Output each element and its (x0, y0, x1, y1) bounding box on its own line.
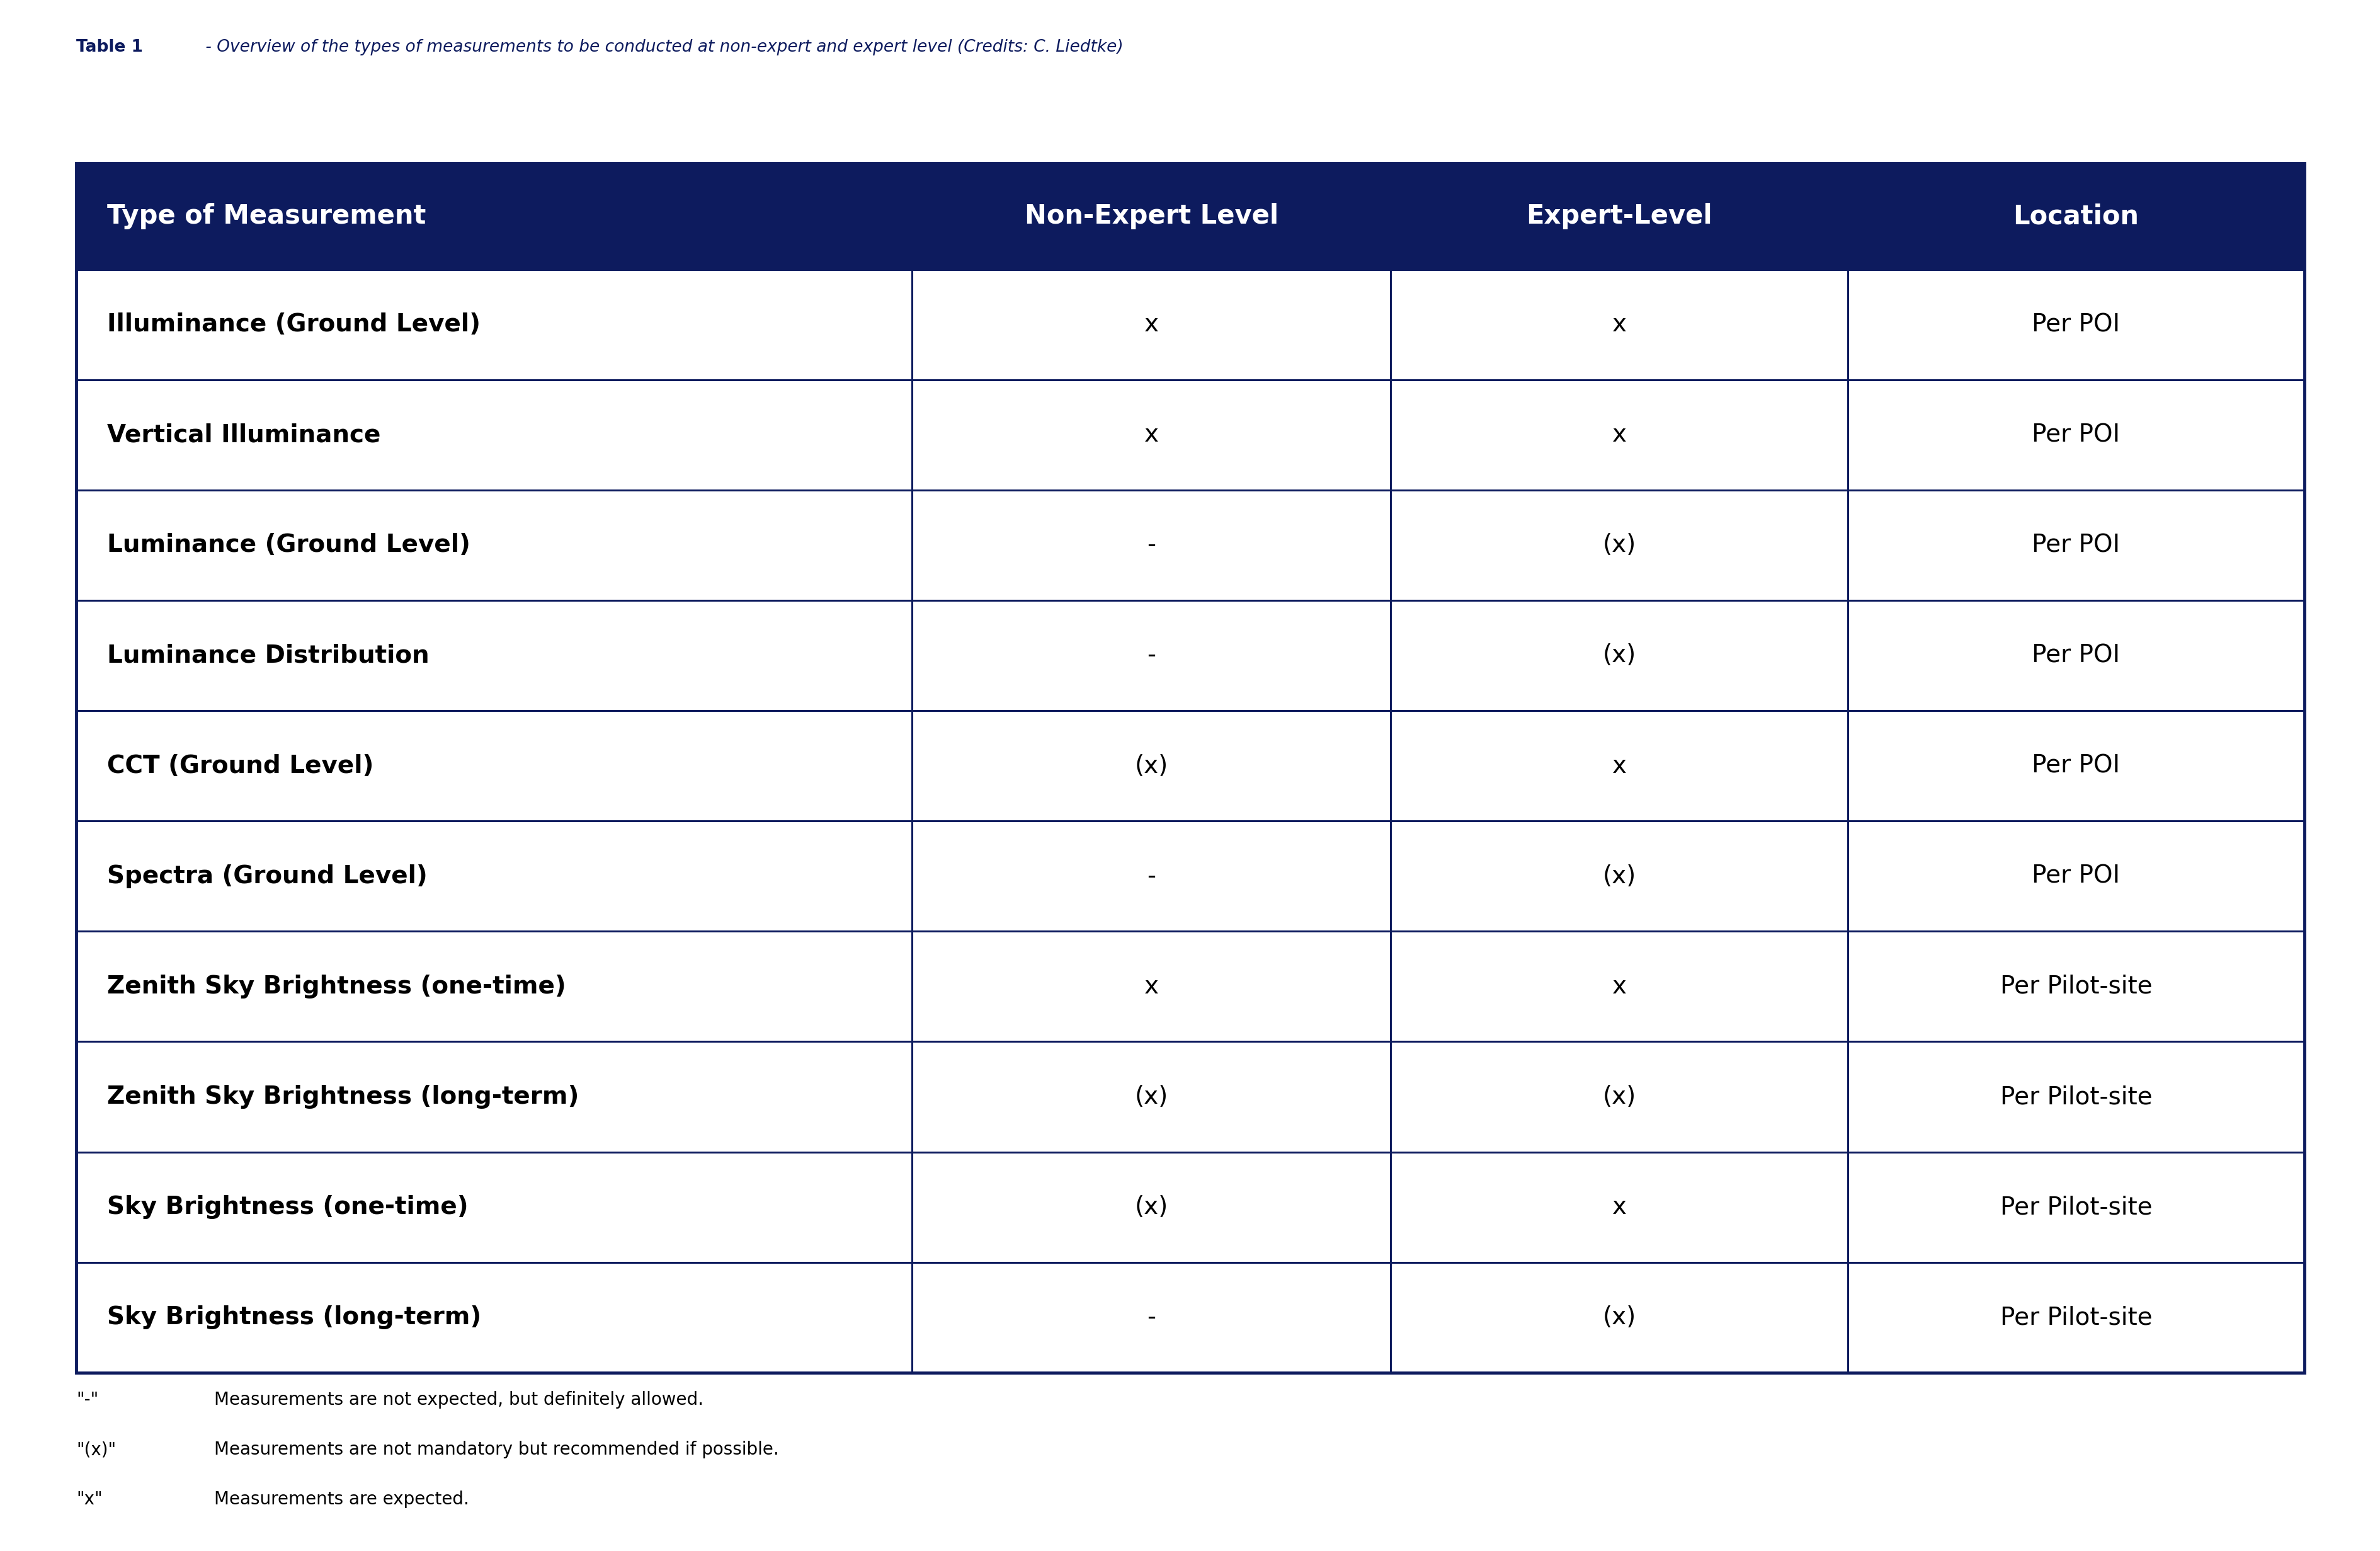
Text: Zenith Sky Brightness (long-term): Zenith Sky Brightness (long-term) (107, 1084, 578, 1109)
Text: "x": "x" (76, 1491, 102, 1508)
Text: Zenith Sky Brightness (one-time): Zenith Sky Brightness (one-time) (107, 974, 566, 999)
Bar (76, 600, 2304, 710)
Text: Non-Expert Level: Non-Expert Level (1023, 203, 1278, 230)
Text: Per Pilot-site: Per Pilot-site (1999, 974, 2152, 999)
Bar (76, 163, 2304, 1373)
Text: -: - (1147, 644, 1154, 667)
Text: Table 1: Table 1 (76, 39, 143, 56)
Text: Illuminance (Ground Level): Illuminance (Ground Level) (107, 312, 481, 337)
Text: x: x (1611, 754, 1626, 777)
Text: x: x (1145, 974, 1159, 999)
Text: Per Pilot-site: Per Pilot-site (1999, 1196, 2152, 1219)
Text: (x): (x) (1602, 864, 1635, 889)
Bar (76, 380, 2304, 490)
Bar (76, 1042, 2304, 1152)
Text: "-": "-" (76, 1391, 98, 1408)
Text: -: - (1147, 1306, 1154, 1329)
Text: (x): (x) (1135, 754, 1169, 777)
Text: x: x (1145, 423, 1159, 447)
Text: CCT (Ground Level): CCT (Ground Level) (107, 754, 374, 777)
Text: Per POI: Per POI (2033, 864, 2121, 889)
Text: Luminance Distribution: Luminance Distribution (107, 644, 428, 667)
Bar (76, 1152, 2304, 1263)
Text: Spectra (Ground Level): Spectra (Ground Level) (107, 864, 428, 889)
Text: x: x (1611, 423, 1626, 447)
Text: "(x)": "(x)" (76, 1441, 117, 1458)
Text: (x): (x) (1602, 534, 1635, 557)
Text: Measurements are not expected, but definitely allowed.: Measurements are not expected, but defin… (214, 1391, 704, 1408)
Bar (76, 710, 2304, 820)
Bar (76, 1263, 2304, 1373)
Text: Expert-Level: Expert-Level (1526, 203, 1711, 230)
Text: (x): (x) (1602, 644, 1635, 667)
Text: Per POI: Per POI (2033, 423, 2121, 447)
Text: Per POI: Per POI (2033, 312, 2121, 337)
Text: (x): (x) (1602, 1306, 1635, 1329)
Text: Vertical Illuminance: Vertical Illuminance (107, 423, 381, 447)
Text: Per POI: Per POI (2033, 534, 2121, 557)
Text: Per POI: Per POI (2033, 644, 2121, 667)
Text: Location: Location (2013, 203, 2140, 230)
Text: Sky Brightness (long-term): Sky Brightness (long-term) (107, 1306, 481, 1329)
Text: Per Pilot-site: Per Pilot-site (1999, 1306, 2152, 1329)
Text: Measurements are expected.: Measurements are expected. (214, 1491, 469, 1508)
Text: (x): (x) (1602, 1084, 1635, 1109)
Text: x: x (1611, 1196, 1626, 1219)
Text: -: - (1147, 864, 1154, 889)
Text: (x): (x) (1135, 1084, 1169, 1109)
Bar (76, 163, 2304, 270)
Bar (76, 931, 2304, 1042)
Text: Per Pilot-site: Per Pilot-site (1999, 1084, 2152, 1109)
Bar (76, 820, 2304, 931)
Text: Luminance (Ground Level): Luminance (Ground Level) (107, 534, 471, 557)
Text: Type of Measurement: Type of Measurement (107, 203, 426, 230)
Text: Sky Brightness (one-time): Sky Brightness (one-time) (107, 1196, 469, 1219)
Text: (x): (x) (1135, 1196, 1169, 1219)
Text: -: - (1147, 534, 1154, 557)
Bar (76, 270, 2304, 380)
Bar (76, 490, 2304, 600)
Text: x: x (1611, 974, 1626, 999)
Text: Measurements are not mandatory but recommended if possible.: Measurements are not mandatory but recom… (214, 1441, 778, 1458)
Text: x: x (1611, 312, 1626, 337)
Text: Per POI: Per POI (2033, 754, 2121, 777)
Text: x: x (1145, 312, 1159, 337)
Text: - Overview of the types of measurements to be conducted at non-expert and expert: - Overview of the types of measurements … (200, 39, 1123, 56)
